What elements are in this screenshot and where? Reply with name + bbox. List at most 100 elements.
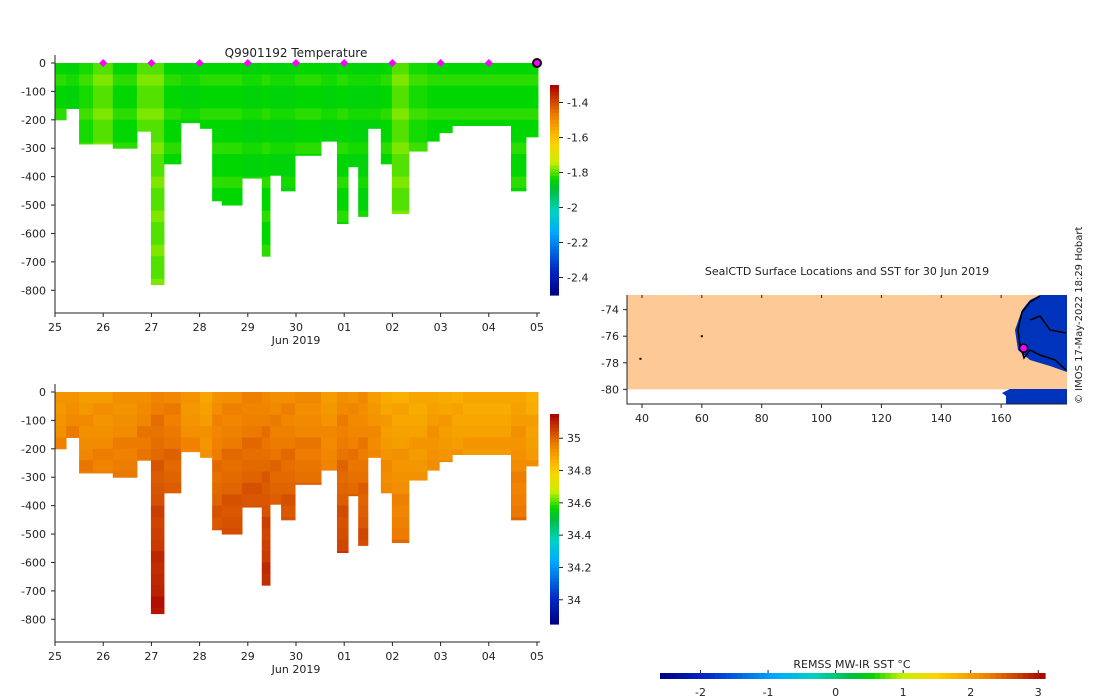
profile-cell	[380, 448, 393, 461]
profile-cell	[281, 460, 296, 473]
colorbar-segment	[550, 109, 559, 114]
colorbar-segment	[836, 673, 843, 679]
profile-cell	[150, 199, 165, 212]
y-tick-label: -400	[21, 500, 46, 513]
profile-cell	[242, 392, 263, 404]
profile-cell	[348, 63, 359, 75]
profile-cell	[150, 505, 165, 518]
profile-cell	[200, 414, 213, 427]
profile-cell	[150, 573, 165, 586]
profile-cell	[150, 233, 165, 246]
profile-cell	[79, 426, 94, 438]
profile-cell	[221, 108, 243, 121]
y-tick-label: -76	[601, 330, 619, 343]
profile-cell	[439, 108, 453, 121]
profile-cell	[391, 188, 410, 200]
profile-cell	[150, 607, 165, 615]
profile-cell	[79, 74, 94, 87]
colorbar-segment	[858, 673, 865, 679]
colorbar-segment	[1023, 673, 1030, 679]
colorbar-segment	[550, 487, 559, 492]
colorbar-segment	[973, 673, 980, 679]
profile-cell	[380, 97, 393, 109]
profile-cell	[321, 74, 338, 87]
colorbar-segment	[929, 673, 936, 679]
profile-cell	[408, 471, 428, 481]
profile-cell	[150, 188, 165, 200]
profile-cell	[66, 414, 80, 427]
profile-cell	[336, 131, 349, 144]
profile-cell	[348, 403, 359, 416]
profile-cell	[281, 153, 296, 166]
colorbar-segment	[935, 673, 942, 679]
colorbar-segment	[550, 148, 559, 153]
profile-cell	[525, 97, 539, 109]
profile-cell	[510, 142, 527, 155]
profile-cell	[510, 482, 527, 495]
colorbar-segment	[550, 95, 559, 100]
profile-cell	[261, 448, 271, 461]
profile-cell	[462, 63, 512, 75]
profile-cell	[510, 426, 527, 438]
profile-cell	[212, 460, 223, 473]
colorbar-tick-label: -1.8	[567, 167, 588, 180]
profile-cell	[150, 392, 165, 404]
profile-cell	[510, 165, 527, 178]
profile-cell	[269, 460, 282, 473]
profile-cell	[79, 63, 94, 75]
profile-cell	[348, 153, 359, 166]
colorbar-segment	[550, 284, 559, 289]
profile-cell	[163, 108, 182, 121]
colorbar-segment	[550, 606, 559, 611]
profile-cell	[358, 176, 369, 189]
profile-cell	[221, 494, 243, 507]
profile-cell	[295, 426, 322, 438]
profile-cell	[367, 437, 382, 450]
colorbar-segment	[550, 183, 559, 188]
profile-cell	[336, 437, 349, 450]
profile-cell	[281, 448, 296, 461]
colorbar-segment	[946, 673, 953, 679]
profile-cell	[150, 596, 165, 609]
colorbar-segment	[550, 176, 559, 181]
profile-cell	[408, 414, 428, 427]
colorbar-segment	[550, 603, 559, 608]
colorbar-segment	[550, 596, 559, 601]
profile-cell	[221, 199, 243, 206]
colorbar-tick-label: 34	[567, 594, 581, 607]
profile-cell	[295, 482, 322, 485]
profile-marker	[436, 59, 445, 67]
x-tick-label: 04	[482, 321, 496, 334]
profile-cell	[452, 437, 464, 450]
profile-cell	[380, 74, 393, 87]
profile-cell	[321, 119, 338, 132]
profile-cell	[336, 222, 349, 225]
profile-cell	[281, 165, 296, 178]
profile-cell	[136, 63, 152, 75]
profile-cell	[242, 85, 263, 98]
profile-cell	[221, 142, 243, 155]
profile-cell	[150, 494, 165, 507]
colorbar-segment	[781, 673, 788, 679]
profile-cell	[281, 176, 296, 189]
profile-cell	[391, 448, 410, 461]
profile-cell	[269, 119, 282, 132]
colorbar-segment	[550, 463, 559, 468]
profile-cell	[136, 403, 152, 416]
profile-cell	[391, 437, 410, 450]
colorbar-segment	[550, 102, 559, 107]
profile-cell	[212, 165, 223, 178]
colorbar-segment	[550, 288, 559, 293]
profile-cell	[180, 403, 201, 416]
y-tick-label: -800	[21, 284, 46, 297]
colorbar-segment	[550, 116, 559, 121]
colorbar-segment	[792, 673, 799, 679]
profile-cell	[269, 131, 282, 144]
x-axis-label: Jun 2019	[271, 334, 321, 347]
profile-cell	[281, 426, 296, 438]
profile-cell	[150, 448, 165, 461]
profile-cell	[380, 108, 393, 121]
profile-cell	[150, 471, 165, 484]
profile-cell	[462, 85, 512, 98]
profile-cell	[55, 85, 67, 98]
